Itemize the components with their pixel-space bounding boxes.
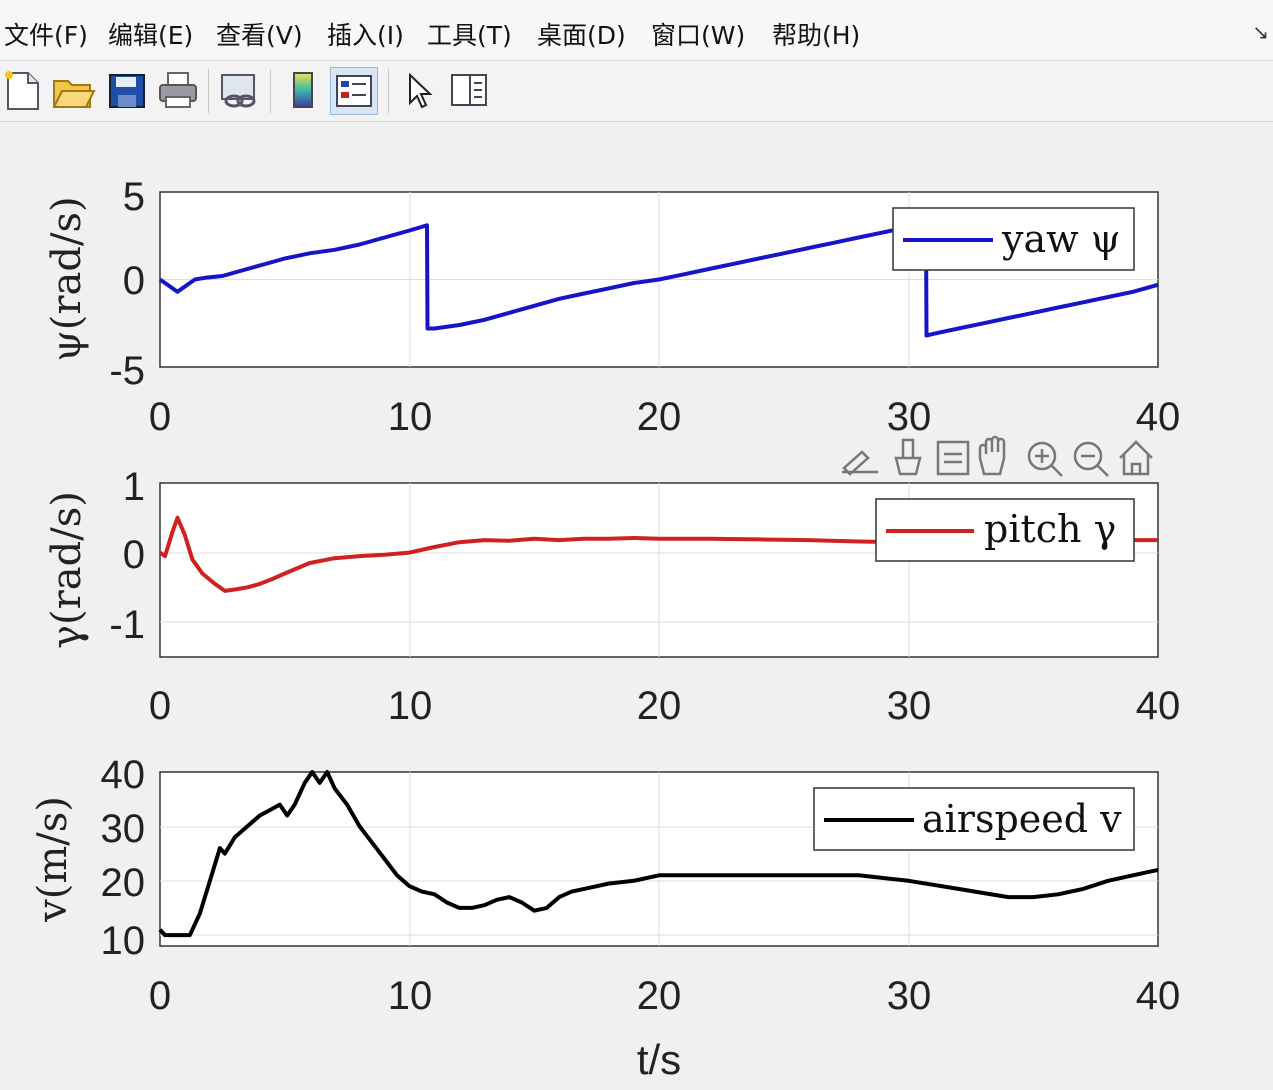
menu-help[interactable]: 帮助(H) — [772, 21, 861, 50]
x-tick-label: 0 — [149, 684, 171, 728]
zoom-out-icon[interactable] — [1073, 441, 1109, 477]
arrow-dock-icon[interactable]: ↘ — [1252, 20, 1269, 44]
new-figure-icon[interactable] — [0, 67, 46, 113]
y-axis-label: ψ(rad/s) — [44, 196, 90, 361]
x-tick-label: 30 — [887, 395, 932, 439]
link-plot-icon[interactable] — [216, 67, 262, 113]
x-tick-label: 20 — [637, 395, 682, 439]
x-tick-label: 30 — [887, 684, 932, 728]
menu-window[interactable]: 窗口(W) — [651, 21, 746, 50]
property-inspector-icon[interactable] — [446, 67, 492, 113]
y-tick-label: -5 — [109, 349, 145, 393]
x-tick-label: 10 — [388, 974, 433, 1018]
y-axis-label: γ(rad/s) — [44, 491, 90, 649]
menu-tools[interactable]: 工具(T) — [427, 21, 512, 50]
subplot-yaw[interactable]: ψ(rad/s) 5 0 -5 0 10 20 30 40 yaw ψ — [44, 175, 1180, 439]
series-line-yaw — [158, 221, 1159, 338]
y-tick-label: 30 — [101, 807, 146, 851]
menu-edit[interactable]: 编辑(E) — [108, 21, 194, 50]
zoom-in-icon[interactable] — [1027, 441, 1063, 477]
toolbar-separator — [388, 69, 389, 113]
legend-label: pitch γ — [984, 507, 1116, 551]
menu-file[interactable]: 文件(F) — [4, 21, 88, 50]
x-tick-label: 40 — [1136, 974, 1181, 1018]
brush-edit-icon[interactable] — [842, 450, 878, 476]
toolbar-separator — [208, 69, 209, 113]
x-tick-label: 10 — [388, 395, 433, 439]
legend[interactable]: yaw ψ — [892, 207, 1135, 271]
series-line-pitch — [158, 515, 1158, 593]
legend-label: yaw ψ — [1001, 217, 1121, 261]
data-tips-icon[interactable] — [936, 440, 970, 476]
y-tick-label: 10 — [101, 919, 146, 963]
save-icon[interactable] — [104, 67, 150, 113]
subplot-airspeed[interactable]: v(m/s) 40 30 20 10 0 10 20 30 40 t/s air… — [30, 753, 1180, 1083]
legend[interactable]: airspeed v — [813, 787, 1135, 851]
menu-desktop[interactable]: 桌面(D) — [537, 21, 626, 50]
y-tick-label: 1 — [123, 465, 145, 509]
legend[interactable]: pitch γ — [875, 498, 1135, 562]
x-tick-label: 0 — [149, 974, 171, 1018]
print-icon[interactable] — [156, 67, 202, 113]
data-brush-icon[interactable] — [894, 438, 922, 476]
y-axis-label: v(m/s) — [30, 796, 76, 923]
x-tick-label: 0 — [149, 395, 171, 439]
pan-hand-icon[interactable] — [978, 435, 1006, 476]
x-tick-label: 40 — [1136, 395, 1181, 439]
menu-view[interactable]: 查看(V) — [216, 21, 303, 50]
y-tick-label: 40 — [101, 753, 146, 797]
subplot-pitch[interactable]: γ(rad/s) 1 0 -1 0 10 20 30 40 pitch γ — [44, 465, 1180, 728]
home-restore-icon[interactable] — [1119, 440, 1153, 476]
legend-label: airspeed v — [922, 797, 1122, 841]
toolbar-separator — [270, 69, 271, 113]
figure-canvas: ψ(rad/s) 5 0 -5 0 10 20 30 40 yaw ψ — [30, 175, 1180, 1083]
edit-plot-arrow-icon[interactable] — [398, 67, 444, 113]
x-tick-label: 40 — [1136, 684, 1181, 728]
insert-legend-icon[interactable] — [330, 67, 378, 115]
x-tick-label: 30 — [887, 974, 932, 1018]
insert-colorbar-icon[interactable] — [280, 67, 326, 113]
axes-toolbar — [842, 435, 1153, 477]
x-tick-label: 20 — [637, 974, 682, 1018]
figure-toolbar — [0, 61, 1273, 122]
open-file-icon[interactable] — [50, 67, 96, 113]
menu-bar: 文件(F) 编辑(E) 查看(V) 插入(I) 工具(T) 桌面(D) 窗口(W… — [0, 0, 1273, 61]
y-tick-label: 5 — [123, 175, 145, 219]
x-tick-label: 10 — [388, 684, 433, 728]
menu-insert[interactable]: 插入(I) — [327, 21, 404, 50]
y-tick-label: 20 — [101, 861, 146, 905]
x-axis-label: t/s — [637, 1036, 681, 1083]
y-tick-label: 0 — [123, 259, 145, 303]
y-tick-label: 0 — [123, 533, 145, 577]
y-tick-label: -1 — [109, 603, 145, 647]
x-tick-label: 20 — [637, 684, 682, 728]
series-line-airspeed — [158, 770, 1159, 938]
